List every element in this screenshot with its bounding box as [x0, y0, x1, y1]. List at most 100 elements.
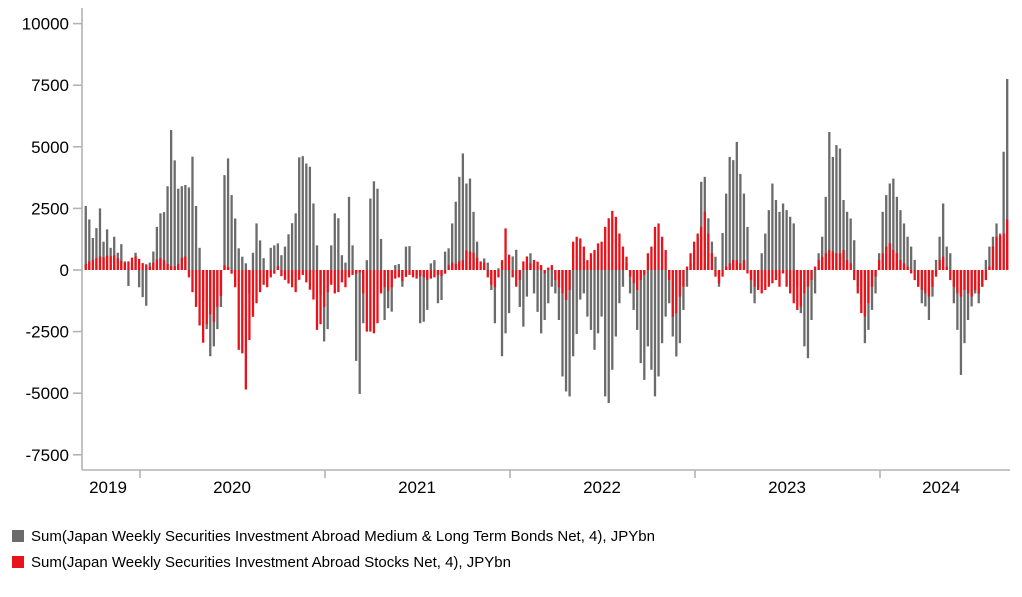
bonds-bar [906, 236, 909, 270]
bonds-bar [315, 245, 319, 270]
stocks-bar [394, 270, 397, 279]
bonds-bar [934, 259, 938, 270]
stocks-bar [251, 270, 255, 317]
y-tick-label: -5000 [26, 384, 69, 403]
stocks-bar [173, 266, 176, 270]
bonds-bar [308, 166, 312, 270]
bonds-bar [169, 130, 173, 270]
stocks-bar [358, 270, 361, 273]
stocks-bar [881, 253, 884, 270]
bonds-bar [127, 270, 130, 287]
stocks-legend-swatch-icon [12, 556, 24, 568]
bonds-bar [895, 196, 899, 270]
bonds-bar [351, 245, 354, 270]
bonds-bar [287, 234, 290, 270]
stocks-bar [123, 262, 127, 270]
stocks-bar [337, 270, 340, 293]
bonds-bar [945, 246, 948, 270]
stocks-bar [454, 263, 457, 270]
stocks-bar [458, 261, 461, 270]
stocks-bar [988, 266, 991, 270]
bonds-bar [611, 270, 614, 370]
bonds-bar [785, 210, 788, 270]
bonds-bar [682, 270, 685, 310]
stocks-bar [159, 258, 162, 270]
stocks-bar [169, 266, 173, 270]
bonds-bar [532, 270, 536, 294]
stocks-bar [817, 259, 820, 270]
stocks-bar [493, 270, 497, 288]
stocks-bar [102, 257, 105, 270]
bonds-bar [984, 259, 987, 270]
bonds-bar [518, 270, 521, 307]
stocks-bar [877, 259, 881, 270]
bonds-bar [636, 270, 639, 330]
stocks-bar [486, 270, 489, 278]
bonds-bar [191, 156, 194, 270]
stocks-bar [219, 270, 223, 296]
bonds-bar [764, 233, 767, 270]
bonds-bar [155, 226, 159, 270]
bonds-bar [547, 270, 550, 304]
stocks-bar [91, 259, 95, 270]
stocks-bar [596, 243, 600, 270]
bonds-bar [596, 270, 600, 334]
stocks-bar [479, 261, 482, 270]
bonds-bar [554, 270, 557, 294]
stocks-bar [255, 270, 258, 304]
stocks-bar [689, 253, 692, 270]
stocks-bar [799, 270, 802, 307]
bonds-bar [458, 176, 461, 270]
bonds-bar [515, 249, 518, 270]
bonds-bar [685, 270, 689, 287]
bonds-bar [223, 175, 226, 270]
stocks-bar [326, 270, 329, 293]
stocks-bar [899, 259, 902, 270]
stocks-bar [778, 270, 781, 287]
bonds-bar [781, 203, 785, 270]
stocks-bar [120, 260, 123, 270]
stocks-bar [639, 270, 642, 281]
stocks-bar [483, 262, 486, 270]
stocks-bar [369, 270, 372, 332]
bonds-bar [269, 247, 272, 270]
bonds-bar [845, 211, 849, 270]
stocks-bar [700, 226, 703, 270]
bonds-bar [372, 181, 376, 270]
stocks-bar [753, 270, 756, 287]
stocks-bar [262, 270, 265, 285]
bonds-bar [988, 246, 991, 270]
stocks-bar [237, 270, 240, 350]
stocks-bar [998, 235, 1002, 270]
stocks-bar [305, 270, 308, 283]
bonds-bar [732, 160, 735, 270]
bonds-bar [614, 270, 617, 337]
stocks-bar [849, 263, 852, 270]
bonds-bar [821, 236, 824, 270]
stocks-bar [401, 270, 404, 282]
y-tick-label: 5000 [31, 138, 69, 157]
bonds-bar [949, 253, 952, 270]
stocks-bar [703, 211, 706, 270]
stocks-bar [98, 256, 102, 270]
bonds-bar [586, 270, 589, 317]
bonds-bar [600, 270, 603, 317]
stocks-bar [692, 241, 696, 270]
stocks-bar [867, 270, 870, 304]
bonds-bar [735, 141, 738, 270]
bonds-bar [813, 270, 817, 294]
bonds-bar [511, 256, 514, 270]
stocks-bar [372, 270, 376, 334]
stocks-bar [835, 253, 838, 270]
stocks-bar [223, 265, 226, 270]
stocks-bar [853, 270, 856, 281]
bonds-bar [120, 244, 123, 270]
bonds-bar [305, 163, 308, 270]
stocks-bar [522, 261, 525, 270]
stocks-bar [845, 260, 849, 270]
bonds-bar [429, 263, 432, 270]
bonds-bar [742, 193, 746, 270]
bonds-bar [646, 270, 650, 347]
stocks-bar [152, 262, 155, 270]
stocks-bar [586, 260, 589, 270]
